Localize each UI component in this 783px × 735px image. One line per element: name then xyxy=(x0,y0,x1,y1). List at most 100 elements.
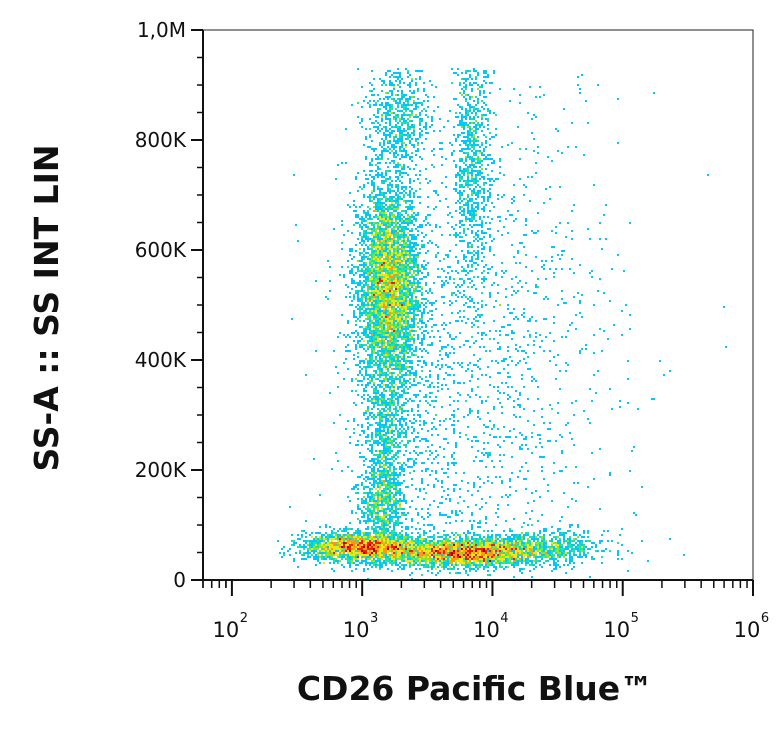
event-dot xyxy=(407,118,409,120)
event-dot xyxy=(419,268,421,270)
event-dot xyxy=(475,268,477,270)
event-dot xyxy=(521,350,523,352)
event-dot xyxy=(471,230,473,232)
event-dot xyxy=(543,268,545,270)
event-dot xyxy=(407,302,409,304)
event-dot xyxy=(381,204,383,206)
event-dot xyxy=(325,296,327,298)
event-dot xyxy=(435,226,437,228)
event-dot xyxy=(469,220,471,222)
event-dot xyxy=(463,126,465,128)
event-dot xyxy=(389,248,391,250)
event-dot xyxy=(355,348,357,350)
event-dot xyxy=(449,212,451,214)
event-dot xyxy=(463,232,465,234)
event-dot xyxy=(431,124,433,126)
event-dot xyxy=(435,414,437,416)
event-dot xyxy=(553,276,555,278)
event-dot xyxy=(487,178,489,180)
event-dot xyxy=(495,360,497,362)
event-dot xyxy=(373,352,375,354)
event-dot xyxy=(399,300,401,302)
event-dot xyxy=(627,402,629,404)
event-dot xyxy=(415,106,417,108)
event-dot xyxy=(425,224,427,226)
event-dot xyxy=(419,290,421,292)
event-dot xyxy=(361,236,363,238)
event-dot xyxy=(515,262,517,264)
event-dot xyxy=(369,320,371,322)
event-dot xyxy=(411,144,413,146)
event-dot xyxy=(471,84,473,86)
event-dot xyxy=(461,240,463,242)
event-dot xyxy=(367,416,369,418)
event-dot xyxy=(461,192,463,194)
event-dot xyxy=(565,370,567,372)
event-dot xyxy=(419,114,421,116)
event-dot xyxy=(429,374,431,376)
event-dot xyxy=(415,350,417,352)
event-dot xyxy=(429,370,431,372)
event-dot xyxy=(401,144,403,146)
event-dot xyxy=(453,382,455,384)
event-dot xyxy=(411,268,413,270)
event-dot xyxy=(485,158,487,160)
event-dot xyxy=(381,372,383,374)
event-dot xyxy=(381,434,383,436)
event-dot xyxy=(385,364,387,366)
event-dot xyxy=(403,364,405,366)
event-dot xyxy=(381,290,383,292)
event-dot xyxy=(381,414,383,416)
event-dot xyxy=(395,328,397,330)
event-dot xyxy=(391,104,393,106)
event-dot xyxy=(481,260,483,262)
event-dot xyxy=(389,80,391,82)
event-dot xyxy=(373,310,375,312)
event-dot xyxy=(483,206,485,208)
event-dot xyxy=(389,336,391,338)
event-dot xyxy=(375,130,377,132)
event-dot xyxy=(411,296,413,298)
event-dot xyxy=(397,354,399,356)
event-dot xyxy=(487,164,489,166)
event-dot xyxy=(381,250,383,252)
event-dot xyxy=(407,278,409,280)
event-dot xyxy=(489,246,491,248)
event-dot xyxy=(381,412,383,414)
event-dot xyxy=(351,270,353,272)
event-dot xyxy=(467,246,469,248)
event-dot xyxy=(473,240,475,242)
event-dot xyxy=(383,338,385,340)
event-dot xyxy=(373,360,375,362)
event-dot xyxy=(389,176,391,178)
event-dot xyxy=(369,314,371,316)
event-dot xyxy=(375,126,377,128)
event-dot xyxy=(367,316,369,318)
event-dot xyxy=(501,196,503,198)
event-dot xyxy=(405,360,407,362)
event-dot xyxy=(601,248,603,250)
event-dot xyxy=(357,332,359,334)
event-dot xyxy=(393,402,395,404)
event-dot xyxy=(373,104,375,106)
event-dot xyxy=(577,84,579,86)
event-dot xyxy=(367,308,369,310)
event-dot xyxy=(537,434,539,436)
event-dot xyxy=(461,88,463,90)
event-dot xyxy=(449,366,451,368)
event-dot xyxy=(437,374,439,376)
event-dot xyxy=(391,90,393,92)
event-dot xyxy=(523,358,525,360)
event-dot xyxy=(391,150,393,152)
event-dot xyxy=(375,322,377,324)
event-dot xyxy=(341,224,343,226)
event-dot xyxy=(465,86,467,88)
event-dot xyxy=(377,216,379,218)
event-dot xyxy=(391,338,393,340)
event-dot xyxy=(467,306,469,308)
event-dot xyxy=(397,414,399,416)
event-dot xyxy=(361,188,363,190)
event-dot xyxy=(575,146,577,148)
event-dot xyxy=(345,346,347,348)
event-dot xyxy=(423,424,425,426)
